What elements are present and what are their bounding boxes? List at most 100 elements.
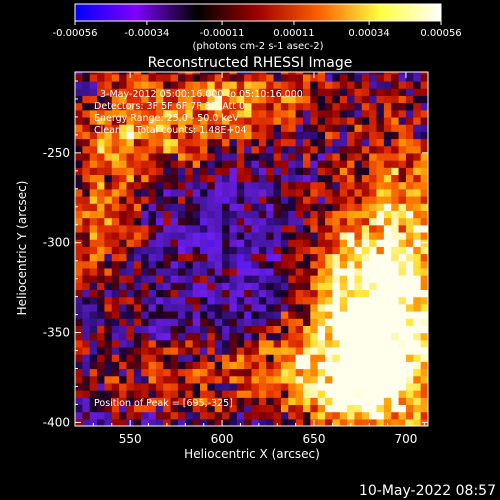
heatmap-cell: [111, 195, 120, 204]
heatmap-cell: [82, 138, 91, 147]
heatmap-cell: [273, 411, 282, 420]
heatmap-cell: [310, 224, 319, 233]
heatmap-cell: [111, 80, 120, 89]
heatmap-cell: [155, 325, 164, 334]
heatmap-cell: [111, 203, 120, 211]
heatmap-cell: [288, 368, 297, 377]
heatmap-cell: [75, 102, 83, 111]
heatmap-cell: [405, 80, 414, 89]
x-tick-label: 650: [303, 432, 326, 446]
heatmap-cell: [273, 404, 282, 413]
heatmap-cell: [97, 325, 106, 334]
heatmap-cell: [413, 102, 422, 111]
heatmap-cell: [347, 282, 356, 291]
heatmap-cell: [192, 231, 201, 240]
heatmap-cell: [258, 73, 267, 82]
heatmap-cell: [354, 210, 363, 219]
heatmap-cell: [405, 339, 414, 348]
heatmap-cell: [354, 195, 363, 204]
heatmap-cell: [376, 310, 385, 319]
heatmap-cell: [104, 303, 113, 312]
heatmap-cell: [266, 382, 275, 391]
heatmap-cell: [89, 361, 98, 370]
heatmap-cell: [339, 289, 348, 298]
heatmap-cell: [207, 404, 216, 413]
heatmap-cell: [383, 217, 392, 226]
heatmap-cell: [413, 375, 422, 384]
heatmap-cell: [75, 296, 83, 305]
heatmap-cell: [391, 282, 400, 291]
heatmap-cell: [280, 195, 289, 204]
heatmap-cell: [200, 339, 208, 348]
heatmap-cell: [420, 231, 428, 240]
heatmap-cell: [111, 145, 120, 154]
heatmap-cell: [295, 390, 304, 398]
heatmap-cell: [405, 131, 414, 140]
heatmap-cell: [273, 375, 282, 384]
heatmap-cell: [207, 354, 216, 362]
heatmap-cell: [177, 346, 186, 355]
heatmap-cell: [332, 181, 341, 190]
heatmap-cell: [163, 253, 172, 262]
heatmap-cell: [332, 210, 341, 219]
heatmap-cell: [383, 346, 392, 355]
heatmap-cell: [295, 88, 304, 96]
heatmap-cell: [111, 167, 120, 176]
heatmap-cell: [310, 246, 319, 255]
heatmap-cell: [325, 375, 333, 384]
heatmap-cell: [155, 210, 164, 219]
heatmap-cell: [97, 253, 106, 262]
heatmap-cell: [325, 253, 333, 262]
heatmap-cell: [192, 109, 201, 118]
heatmap-cell: [369, 318, 378, 326]
heatmap-cell: [222, 303, 231, 312]
heatmap-cell: [369, 368, 378, 377]
heatmap-cell: [376, 332, 385, 341]
heatmap-cell: [391, 354, 400, 362]
heatmap-cell: [89, 174, 98, 183]
heatmap-cell: [273, 267, 282, 276]
heatmap-cell: [369, 80, 378, 89]
heatmap-cell: [222, 224, 231, 233]
heatmap-cell: [244, 253, 253, 262]
heatmap-cell: [236, 210, 245, 219]
heatmap-cell: [339, 260, 348, 269]
heatmap-cell: [229, 231, 238, 240]
heatmap-cell: [119, 145, 128, 154]
heatmap-cell: [258, 188, 267, 197]
heatmap-cell: [148, 174, 157, 183]
heatmap-cell: [104, 318, 113, 326]
heatmap-cell: [332, 390, 341, 398]
heatmap-cell: [104, 375, 113, 384]
heatmap-cell: [405, 397, 414, 406]
heatmap-cell: [126, 296, 135, 305]
heatmap-cell: [82, 411, 91, 420]
heatmap-cell: [75, 224, 83, 233]
heatmap-cell: [82, 282, 91, 291]
heatmap-cell: [376, 382, 385, 391]
heatmap-cell: [347, 390, 356, 398]
heatmap-cell: [332, 275, 341, 283]
heatmap-cell: [207, 116, 216, 125]
heatmap-cell: [258, 282, 267, 291]
heatmap-cell: [82, 167, 91, 176]
heatmap-cell: [310, 188, 319, 197]
colorbar-gradient: [74, 3, 442, 22]
heatmap-cell: [258, 167, 267, 176]
colorbar-tick-label: -0.00056: [53, 28, 98, 39]
heatmap-cell: [236, 188, 245, 197]
heatmap-cell: [347, 145, 356, 154]
heatmap-cell: [75, 160, 83, 168]
heatmap-cell: [413, 116, 422, 125]
heatmap-cell: [229, 217, 238, 226]
heatmap-cell: [229, 296, 238, 305]
heatmap-cell: [177, 174, 186, 183]
heatmap-cell: [185, 260, 194, 269]
heatmap-cell: [258, 382, 267, 391]
heatmap-cell: [295, 116, 304, 125]
heatmap-cell: [133, 174, 142, 183]
heatmap-cell: [236, 80, 245, 89]
heatmap-cell: [391, 167, 400, 176]
heatmap-cell: [420, 289, 428, 298]
heatmap-cell: [155, 80, 164, 89]
